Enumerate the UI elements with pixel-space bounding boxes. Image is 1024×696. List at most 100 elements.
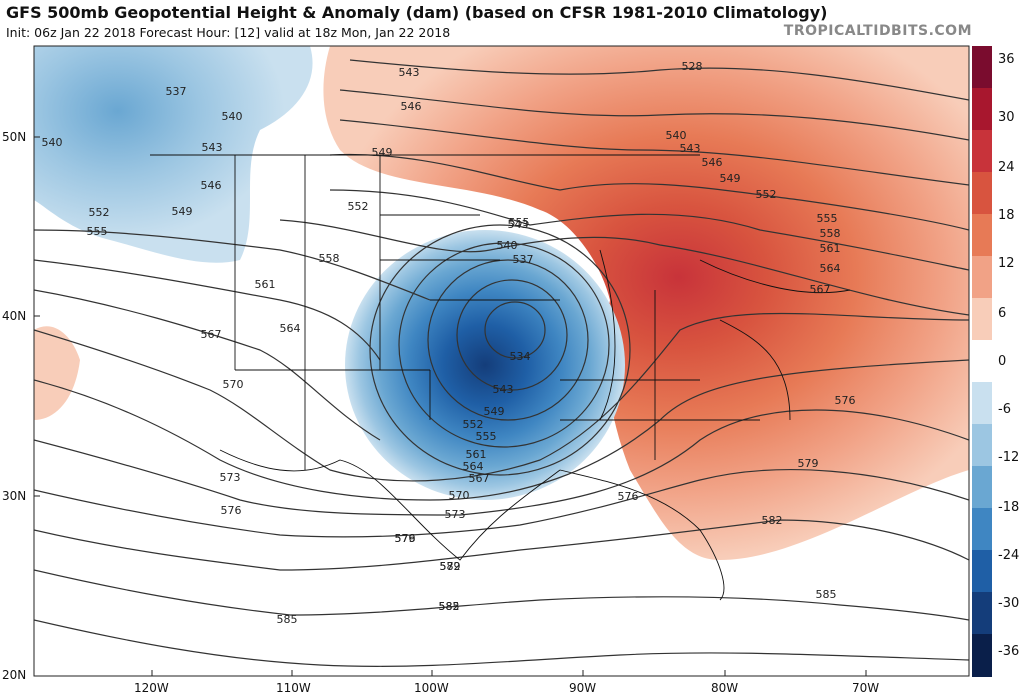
contour-label: 582 (439, 600, 460, 613)
colorbar-segment (972, 298, 992, 341)
colorbar-segment (972, 88, 992, 131)
colorbar-segment (972, 508, 992, 551)
contour-label: 582 (762, 514, 783, 527)
contour-label: 552 (756, 188, 777, 201)
colorbar-segment (972, 592, 992, 635)
positive-anomaly-region (323, 46, 969, 560)
axis-ticks (34, 136, 867, 676)
contour-label: 582 (440, 560, 461, 573)
lon-label-120w: 120W (134, 681, 169, 695)
contour-label: 558 (820, 227, 841, 240)
negative-anomaly-low (345, 230, 625, 500)
contour-label: 561 (255, 278, 276, 291)
colorbar-segment (972, 634, 992, 677)
height-contours (34, 59, 969, 667)
contour-label: 546 (401, 100, 422, 113)
political-borders (150, 154, 851, 601)
contour-label: 540 (666, 129, 687, 142)
colorbar-tick-label: 0 (998, 354, 1007, 369)
contour-label: 573 (220, 471, 241, 484)
colorbar-tick-label: 12 (998, 256, 1015, 271)
colorbar-segment (972, 424, 992, 467)
contour-label: 564 (463, 460, 484, 473)
contour-label: 543 (680, 142, 701, 155)
map-area (34, 46, 969, 676)
colorbar-segment (972, 46, 992, 89)
contour-label: 552 (348, 200, 369, 213)
colorbar-segment (972, 172, 992, 215)
colorbar-segment (972, 340, 992, 383)
contour-label: 555 (509, 216, 530, 229)
lon-label-70w: 70W (852, 681, 880, 695)
colorbar-segment (972, 130, 992, 173)
map-subtitle: Init: 06z Jan 22 2018 Forecast Hour: [12… (6, 25, 451, 40)
contour-label: 579 (440, 560, 461, 573)
contour-label: 546 (702, 156, 723, 169)
contour-label: 567 (469, 472, 490, 485)
contour-label: 540 (222, 110, 243, 123)
contour-label: 537 (513, 253, 534, 266)
lat-label-30n: 30N (2, 489, 27, 503)
colorbar-tick-label: -18 (998, 500, 1020, 515)
colorbar-tick-label: 24 (998, 160, 1015, 175)
contour-label: 543 (508, 218, 529, 231)
nw-negative-anomaly (34, 46, 313, 263)
contour-label: 546 (201, 179, 222, 192)
contour-label: 561 (466, 448, 487, 461)
lon-label-80w: 80W (711, 681, 739, 695)
contour-label: 549 (484, 405, 505, 418)
colorbar-tick-label: 36 (998, 52, 1015, 67)
contour-label: 564 (280, 322, 301, 335)
colorbar-segment (972, 550, 992, 593)
contour-label: 555 (476, 430, 497, 443)
lon-label-90w: 90W (569, 681, 597, 695)
colorbar-tick-label: 18 (998, 208, 1015, 223)
contour-label: 561 (820, 242, 841, 255)
colorbar-segment (972, 466, 992, 509)
contour-label: 573 (445, 508, 466, 521)
contour-label: 534 (510, 350, 531, 363)
colorbar-tick-label: 30 (998, 110, 1015, 125)
contour-label: 567 (201, 328, 222, 341)
contour-label: 537 (166, 85, 187, 98)
lat-label-20n: 20N (2, 668, 27, 682)
lon-label-100w: 100W (414, 681, 449, 695)
colorbar-tick-label: -12 (998, 450, 1020, 465)
lat-label-50n: 50N (2, 130, 27, 144)
contour-label: 564 (820, 262, 841, 275)
contour-label: 549 (720, 172, 741, 185)
contour-label: 549 (172, 205, 193, 218)
contour-label: 585 (277, 613, 298, 626)
contour-label: 567 (810, 283, 831, 296)
contour-label: 555 (87, 225, 108, 238)
colorbar-tick-label: 6 (998, 306, 1007, 321)
contour-label: 576 (221, 504, 242, 517)
contour-label: 570 (449, 489, 470, 502)
contour-label: 555 (817, 212, 838, 225)
colorbar-tick-label: -24 (998, 548, 1020, 563)
contour-label: 570 (223, 378, 244, 391)
colorbar-tick-label: -30 (998, 596, 1020, 611)
contour-label: 543 (493, 383, 514, 396)
anomaly-colorbar (972, 46, 992, 677)
colorbar-tick-label: -36 (998, 644, 1020, 659)
contour-label: 552 (463, 418, 484, 431)
sw-positive-anomaly (34, 326, 80, 420)
contour-label: 576 (835, 394, 856, 407)
contour-label: 543 (399, 66, 420, 79)
contour-label: 579 (798, 457, 819, 470)
colorbar-tick-label: -6 (998, 402, 1011, 417)
contour-label: 540 (42, 136, 63, 149)
contour-label: 579 (395, 532, 416, 545)
contour-label: 558 (319, 252, 340, 265)
contour-label: 552 (89, 206, 110, 219)
contour-label: 528 (682, 60, 703, 73)
contour-label: 549 (372, 146, 393, 159)
contour-label: 543 (202, 141, 223, 154)
contour-label: 576 (395, 532, 416, 545)
colorbar-segment (972, 214, 992, 257)
contour-label: 576 (618, 490, 639, 503)
lon-label-110w: 110W (276, 681, 311, 695)
